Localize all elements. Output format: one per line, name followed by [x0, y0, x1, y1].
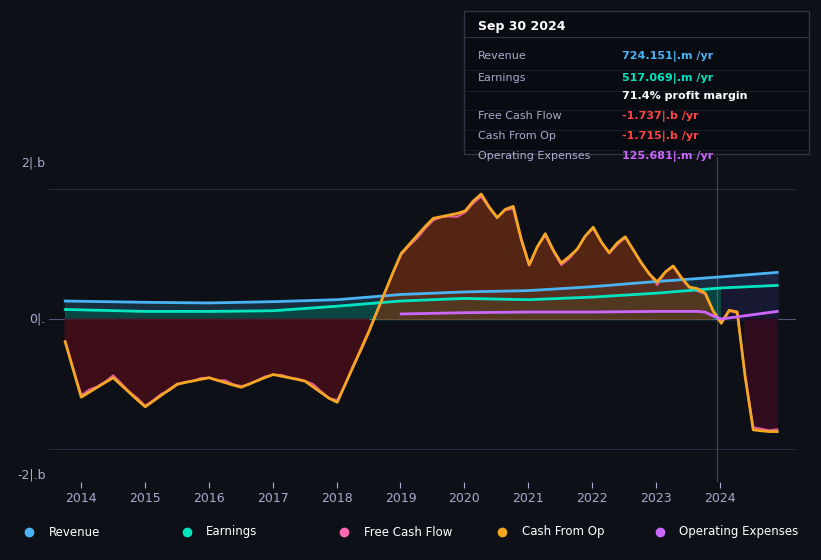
Text: Sep 30 2024: Sep 30 2024 [478, 20, 565, 33]
Text: 0|.: 0|. [30, 312, 45, 326]
Text: 71.4% profit margin: 71.4% profit margin [622, 91, 748, 101]
Text: -1.715|.b /yr: -1.715|.b /yr [622, 131, 699, 142]
Text: -2|.b: -2|.b [17, 469, 45, 482]
Text: Cash From Op: Cash From Op [478, 131, 556, 141]
Text: 724.151|.m /yr: 724.151|.m /yr [622, 51, 713, 62]
Text: 125.681|.m /yr: 125.681|.m /yr [622, 151, 713, 162]
Text: Free Cash Flow: Free Cash Flow [364, 525, 452, 539]
Text: Revenue: Revenue [478, 51, 526, 61]
Text: Operating Expenses: Operating Expenses [478, 151, 590, 161]
Text: Cash From Op: Cash From Op [521, 525, 604, 539]
Text: -1.737|.b /yr: -1.737|.b /yr [622, 111, 699, 122]
Text: Revenue: Revenue [48, 525, 100, 539]
Text: Free Cash Flow: Free Cash Flow [478, 111, 562, 121]
Text: Operating Expenses: Operating Expenses [679, 525, 799, 539]
Text: Earnings: Earnings [206, 525, 258, 539]
FancyBboxPatch shape [464, 11, 809, 154]
Text: 2|.b: 2|.b [21, 157, 45, 170]
Text: 517.069|.m /yr: 517.069|.m /yr [622, 73, 713, 83]
Text: Earnings: Earnings [478, 73, 526, 83]
